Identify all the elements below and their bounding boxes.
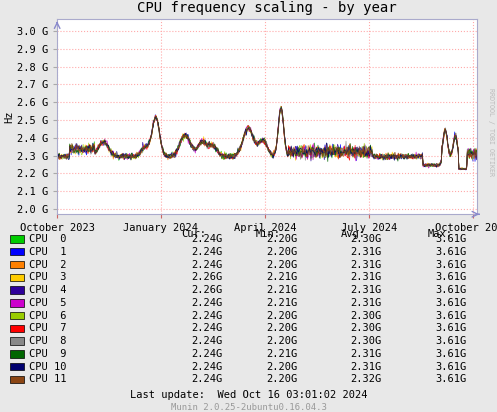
- Text: 2.24G: 2.24G: [191, 247, 223, 257]
- Text: CPU  3: CPU 3: [29, 272, 66, 282]
- Text: 3.61G: 3.61G: [435, 247, 466, 257]
- Text: CPU  9: CPU 9: [29, 349, 66, 359]
- Text: 3.61G: 3.61G: [435, 375, 466, 384]
- Text: 2.31G: 2.31G: [350, 272, 382, 282]
- Text: 2.24G: 2.24G: [191, 323, 223, 333]
- Text: 3.61G: 3.61G: [435, 362, 466, 372]
- Text: 3.61G: 3.61G: [435, 272, 466, 282]
- Text: 3.61G: 3.61G: [435, 323, 466, 333]
- Text: 2.20G: 2.20G: [266, 375, 297, 384]
- Text: 2.24G: 2.24G: [191, 349, 223, 359]
- Text: 2.24G: 2.24G: [191, 362, 223, 372]
- Text: 3.61G: 3.61G: [435, 234, 466, 244]
- Text: 2.20G: 2.20G: [266, 234, 297, 244]
- Text: Last update:  Wed Oct 16 03:01:02 2024: Last update: Wed Oct 16 03:01:02 2024: [130, 390, 367, 400]
- Text: 2.30G: 2.30G: [350, 234, 382, 244]
- Text: Avg:: Avg:: [340, 229, 365, 239]
- Text: Max:: Max:: [427, 229, 452, 239]
- Text: 2.24G: 2.24G: [191, 260, 223, 269]
- Text: CPU  6: CPU 6: [29, 311, 66, 321]
- Text: 3.61G: 3.61G: [435, 336, 466, 346]
- Text: 2.30G: 2.30G: [350, 311, 382, 321]
- Text: 2.26G: 2.26G: [191, 272, 223, 282]
- Text: CPU  2: CPU 2: [29, 260, 66, 269]
- Text: 3.61G: 3.61G: [435, 349, 466, 359]
- Text: 2.20G: 2.20G: [266, 311, 297, 321]
- Text: CPU  5: CPU 5: [29, 298, 66, 308]
- Text: 2.24G: 2.24G: [191, 234, 223, 244]
- Text: 2.21G: 2.21G: [266, 285, 297, 295]
- Title: CPU frequency scaling - by year: CPU frequency scaling - by year: [137, 0, 397, 14]
- Text: 2.26G: 2.26G: [191, 285, 223, 295]
- Text: 2.24G: 2.24G: [191, 311, 223, 321]
- Text: 3.61G: 3.61G: [435, 298, 466, 308]
- Text: 2.24G: 2.24G: [191, 336, 223, 346]
- Text: 2.30G: 2.30G: [350, 336, 382, 346]
- Text: 2.32G: 2.32G: [350, 375, 382, 384]
- Text: 2.31G: 2.31G: [350, 260, 382, 269]
- Text: 3.61G: 3.61G: [435, 260, 466, 269]
- Text: CPU  4: CPU 4: [29, 285, 66, 295]
- Text: 2.20G: 2.20G: [266, 362, 297, 372]
- Text: CPU 11: CPU 11: [29, 375, 66, 384]
- Text: 2.20G: 2.20G: [266, 247, 297, 257]
- Text: CPU  1: CPU 1: [29, 247, 66, 257]
- Text: 2.21G: 2.21G: [266, 272, 297, 282]
- Text: RRDTOOL / TOBI OETIKER: RRDTOOL / TOBI OETIKER: [488, 88, 494, 176]
- Text: CPU  8: CPU 8: [29, 336, 66, 346]
- Text: 2.21G: 2.21G: [266, 349, 297, 359]
- Text: 2.24G: 2.24G: [191, 375, 223, 384]
- Text: Munin 2.0.25-2ubuntu0.16.04.3: Munin 2.0.25-2ubuntu0.16.04.3: [170, 403, 327, 412]
- Text: 3.61G: 3.61G: [435, 311, 466, 321]
- Text: 2.31G: 2.31G: [350, 285, 382, 295]
- Text: 2.30G: 2.30G: [350, 323, 382, 333]
- Text: 3.61G: 3.61G: [435, 285, 466, 295]
- Text: Min:: Min:: [256, 229, 281, 239]
- Text: CPU 10: CPU 10: [29, 362, 66, 372]
- Y-axis label: Hz: Hz: [4, 110, 14, 123]
- Text: CPU  0: CPU 0: [29, 234, 66, 244]
- Text: 2.20G: 2.20G: [266, 323, 297, 333]
- Text: 2.20G: 2.20G: [266, 336, 297, 346]
- Text: Cur:: Cur:: [181, 229, 206, 239]
- Text: CPU  7: CPU 7: [29, 323, 66, 333]
- Text: 2.31G: 2.31G: [350, 247, 382, 257]
- Text: 2.31G: 2.31G: [350, 362, 382, 372]
- Text: 2.31G: 2.31G: [350, 349, 382, 359]
- Text: 2.24G: 2.24G: [191, 298, 223, 308]
- Text: 2.21G: 2.21G: [266, 298, 297, 308]
- Text: 2.20G: 2.20G: [266, 260, 297, 269]
- Text: 2.31G: 2.31G: [350, 298, 382, 308]
